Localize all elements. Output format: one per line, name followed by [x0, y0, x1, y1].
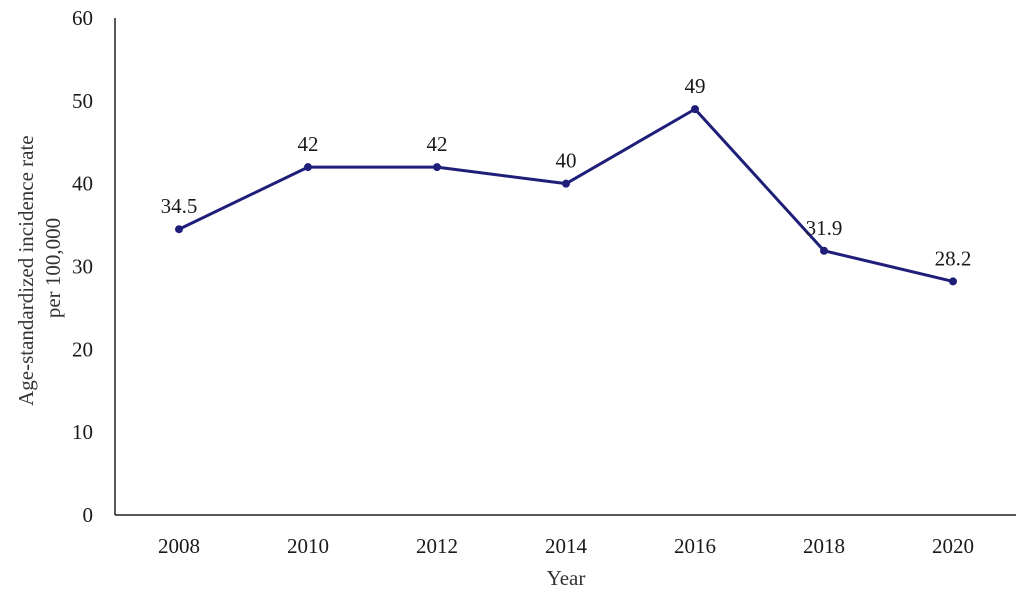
y-axis-title-line-1: Age-standardized incidence rate	[14, 135, 38, 406]
x-tick-label: 2010	[287, 534, 329, 558]
y-tick-label: 40	[72, 172, 93, 196]
data-point	[304, 163, 312, 172]
data-label: 49	[685, 74, 706, 98]
y-axis-title-line-2: per 100,000	[41, 218, 65, 318]
x-tick-label: 2012	[416, 534, 458, 558]
x-tick-label: 2018	[803, 534, 845, 558]
data-point	[949, 277, 957, 286]
y-axis-title: Age-standardized incidence rate per 100,…	[14, 130, 65, 406]
y-axis-ticks: 0 10 20 30 40 50 60	[72, 6, 93, 527]
y-tick-label: 60	[72, 6, 93, 30]
data-label: 42	[427, 132, 448, 156]
x-tick-label: 2016	[674, 534, 716, 558]
x-tick-label: 2014	[545, 534, 588, 558]
data-point	[562, 179, 570, 188]
data-labels: 34.5 42 42 40 49 31.9 28.2	[161, 74, 972, 270]
data-label: 40	[556, 149, 577, 173]
y-tick-label: 20	[72, 337, 93, 361]
y-tick-label: 0	[83, 503, 94, 527]
data-label: 28.2	[935, 246, 972, 270]
data-point	[433, 163, 441, 172]
x-axis-title: Year	[547, 566, 586, 590]
series-line	[178, 107, 954, 283]
x-tick-label: 2008	[158, 534, 200, 558]
y-tick-label: 10	[72, 420, 93, 444]
x-tick-label: 2020	[932, 534, 974, 558]
data-label: 42	[298, 132, 319, 156]
y-tick-label: 50	[72, 89, 93, 113]
data-point	[820, 246, 828, 255]
x-axis-ticks: 2008 2010 2012 2014 2016 2018 2020	[158, 534, 974, 558]
y-tick-label: 30	[72, 255, 93, 279]
data-point	[175, 225, 183, 234]
data-label: 31.9	[806, 216, 843, 240]
data-point	[691, 105, 699, 114]
data-label: 34.5	[161, 194, 198, 218]
data-points	[175, 105, 957, 286]
